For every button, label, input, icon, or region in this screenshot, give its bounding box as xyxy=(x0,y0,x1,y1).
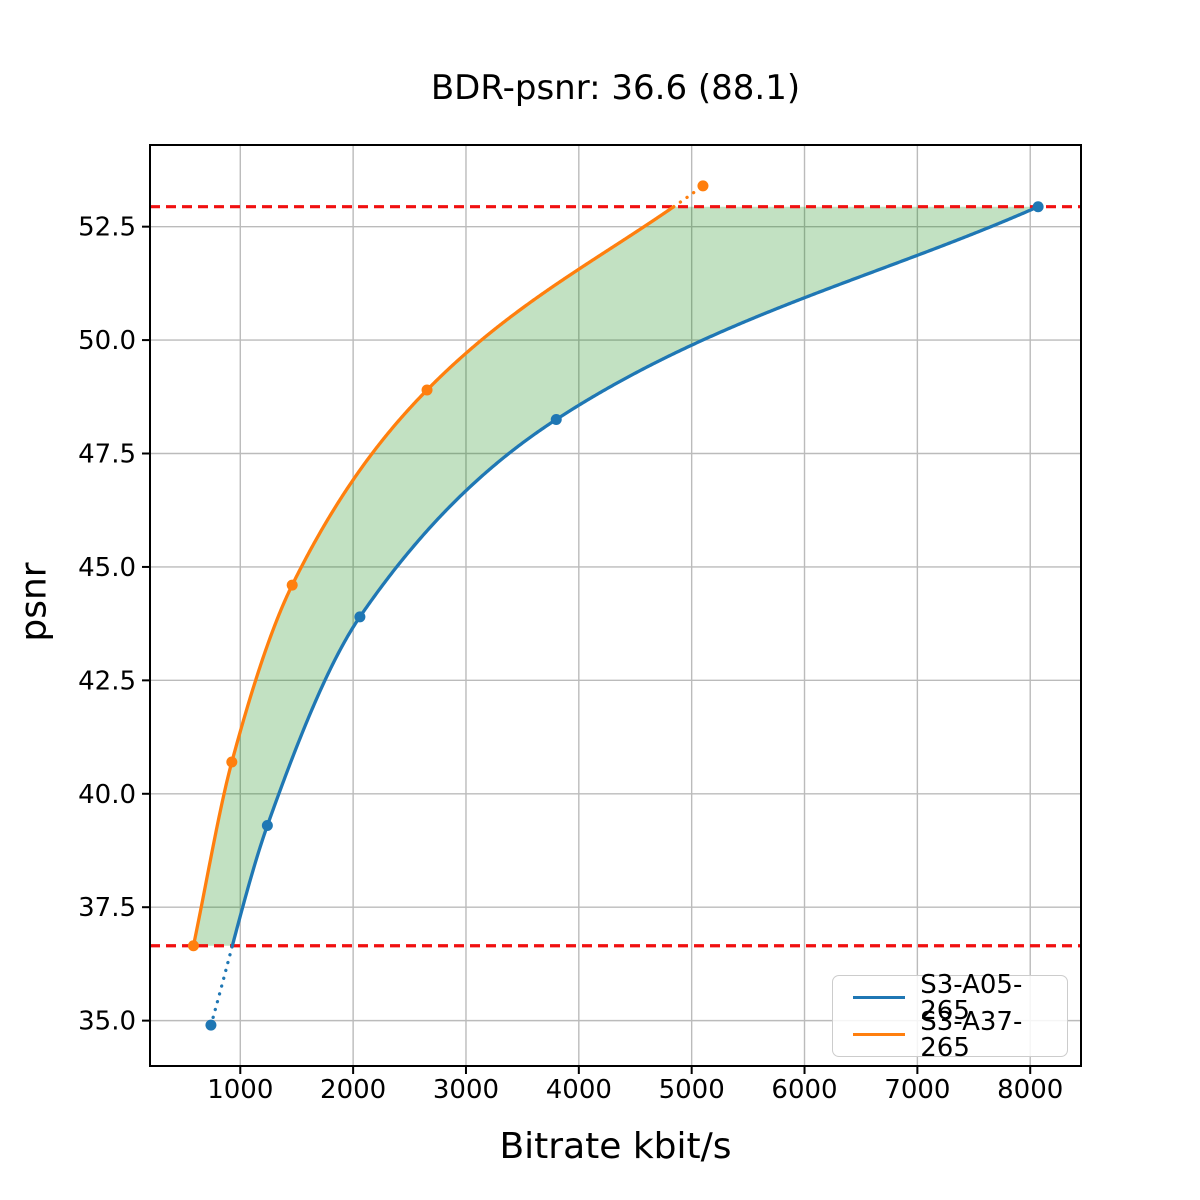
legend-item: S3-A37-265 xyxy=(833,1009,1067,1061)
legend-item: S3-A05-265 xyxy=(833,972,1067,1024)
data-point-s3-a05-265 xyxy=(550,413,562,425)
data-point-s3-a05-265 xyxy=(1032,201,1044,213)
curve-s3-a37-265-dotted xyxy=(672,184,705,209)
y-tick-label: 37.5 xyxy=(78,893,136,923)
x-tick-label: 4000 xyxy=(546,1075,612,1105)
legend-line-sample-blue xyxy=(853,996,906,999)
legend-line-sample-orange xyxy=(853,1033,906,1036)
y-tick-label: 42.5 xyxy=(78,666,136,696)
data-point-s3-a05-265 xyxy=(354,611,366,623)
x-tick-label: 1000 xyxy=(207,1075,273,1105)
curve-s3-a05-265-dotted xyxy=(209,944,234,1027)
axes-spines xyxy=(149,144,1082,1067)
chart-title: BDR-psnr: 36.6 (88.1) xyxy=(430,68,801,108)
curve-s3-a37-265 xyxy=(191,205,676,948)
y-tick-label: 50.0 xyxy=(78,326,136,356)
y-axis-label: psnr xyxy=(13,562,55,642)
y-tick-label: 45.0 xyxy=(78,553,136,583)
data-point-s3-a05-265 xyxy=(261,820,273,832)
data-point-s3-a37-265 xyxy=(697,180,709,192)
legend: S3-A05-265 S3-A37-265 xyxy=(832,972,1068,1061)
data-point-s3-a37-265 xyxy=(421,384,433,396)
curve-s3-a05-265 xyxy=(230,205,1040,948)
bd-shaded-region xyxy=(193,206,1039,946)
legend-label: S3-A05-265 xyxy=(920,969,1023,1026)
y-tick-label: 35.0 xyxy=(78,1007,136,1037)
x-tick-label: 2000 xyxy=(320,1075,386,1105)
data-point-s3-a05-265 xyxy=(205,1019,217,1031)
data-point-s3-a37-265 xyxy=(226,756,238,768)
x-tick-label: 7000 xyxy=(884,1075,950,1105)
x-tick-label: 6000 xyxy=(771,1075,837,1105)
x-tick-label: 5000 xyxy=(659,1075,725,1105)
legend-label: S3-A37-265 xyxy=(920,1006,1023,1063)
y-tick-label: 52.5 xyxy=(78,213,136,243)
y-tick-label: 47.5 xyxy=(78,440,136,470)
x-tick-label: 3000 xyxy=(433,1075,499,1105)
data-point-s3-a37-265 xyxy=(286,579,298,591)
x-axis-label: Bitrate kbit/s xyxy=(499,1126,732,1167)
data-point-s3-a37-265 xyxy=(187,940,199,952)
x-tick-label: 8000 xyxy=(997,1075,1063,1105)
y-tick-label: 40.0 xyxy=(78,780,136,810)
